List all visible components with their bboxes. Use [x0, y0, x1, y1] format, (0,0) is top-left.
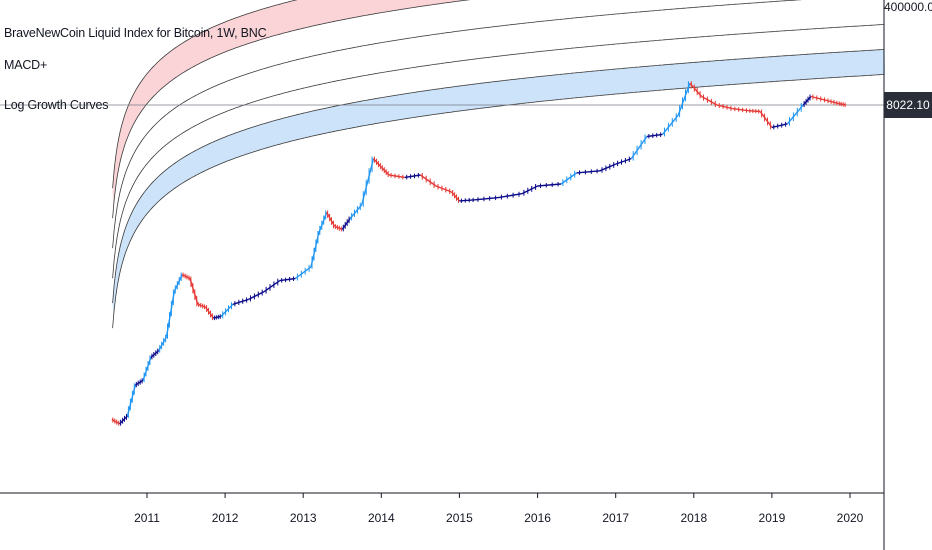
- price-segment: [646, 133, 663, 138]
- price-segment: [498, 193, 523, 199]
- price-series: [111, 81, 847, 426]
- x-tick-label: 2016: [524, 511, 551, 525]
- upper-growth-band: [112, 0, 468, 208]
- price-segment: [576, 170, 601, 174]
- price-segment: [475, 196, 499, 201]
- x-tick-label: 2017: [602, 511, 629, 525]
- price-segment: [248, 290, 265, 301]
- price-segment: [630, 136, 648, 160]
- x-tick-label: 2020: [837, 511, 864, 525]
- price-segment: [661, 114, 679, 135]
- price-segment: [459, 199, 476, 202]
- price-axis-top-label: 400000.00: [884, 0, 932, 14]
- growth-curve-mid1: [112, 0, 802, 249]
- growth-curve-upperBottom: [112, 0, 471, 219]
- price-segment: [599, 163, 616, 172]
- log-growth-bands: [112, 0, 886, 318]
- price-segment: [771, 123, 788, 129]
- current-price-tag: 8022.10: [884, 92, 932, 118]
- chart-title: BraveNewCoin Liquid Index for Bitcoin, 1…: [4, 26, 267, 40]
- price-segment: [732, 108, 749, 112]
- x-tick-label: 2015: [446, 511, 473, 525]
- price-segment: [232, 298, 249, 305]
- price-segment: [615, 157, 632, 165]
- price-segment: [263, 280, 281, 293]
- x-tick-label: 2013: [290, 511, 317, 525]
- macd-indicator-label[interactable]: MACD+: [4, 58, 48, 72]
- price-segment: [810, 95, 827, 102]
- growth-curve-lowerTop: [112, 49, 885, 304]
- price-segment: [435, 185, 452, 193]
- log-growth-curves-label[interactable]: Log Growth Curves: [4, 98, 109, 112]
- price-segment: [786, 104, 804, 125]
- price-segment: [701, 95, 718, 106]
- growth-curve-mid2: [112, 24, 885, 279]
- price-segment: [537, 183, 562, 187]
- price-segment: [717, 104, 733, 110]
- x-tick-label: 2014: [368, 511, 395, 525]
- price-segment: [560, 172, 578, 185]
- growth-curve-lowerBottom: [112, 74, 885, 329]
- price-segment: [388, 174, 405, 179]
- time-axis: 2011 2012 2013 2014 2015 2016 2017 2018 2019 2020: [134, 493, 864, 525]
- growth-curve-upperTop: [112, 0, 298, 189]
- x-tick-label: 2012: [212, 511, 239, 525]
- price-segment: [404, 174, 421, 179]
- log-growth-curves: [112, 0, 885, 329]
- price-segment: [521, 185, 538, 195]
- lower-growth-band: [112, 49, 886, 318]
- price-segment: [279, 277, 296, 282]
- x-tick-label: 2019: [759, 511, 786, 525]
- x-tick-label: 2018: [680, 511, 707, 525]
- x-tick-label: 2011: [134, 511, 160, 525]
- price-segment: [294, 266, 312, 280]
- price-segment: [419, 174, 437, 187]
